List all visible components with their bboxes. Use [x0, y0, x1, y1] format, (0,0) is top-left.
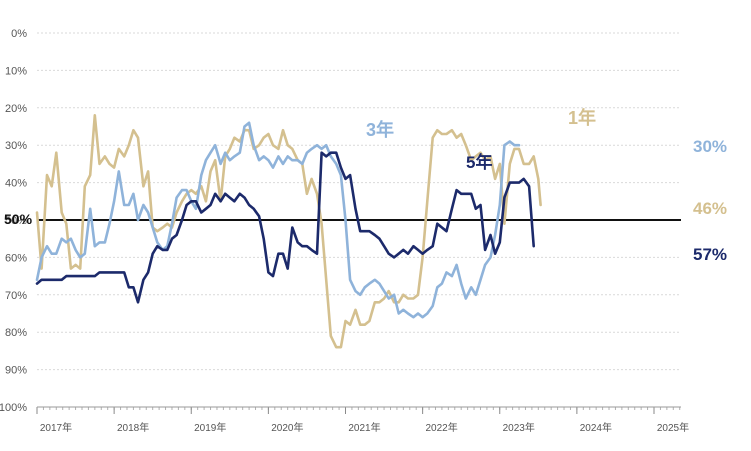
- y-tick-label: 30%: [5, 140, 27, 152]
- x-tick-label: 2021年: [348, 421, 380, 434]
- x-tick-label: 2024年: [580, 421, 612, 434]
- series-name-label: 1年: [568, 107, 596, 128]
- y-tick-label: 60%: [5, 252, 27, 264]
- x-tick-label: 2020年: [271, 421, 303, 434]
- series-end-value-label: 57%: [693, 245, 727, 264]
- y-tick-label: 0%: [11, 28, 27, 40]
- y-tick-label: 80%: [5, 327, 27, 339]
- series-line-5年: [35, 151, 535, 304]
- series-end-value-label: 30%: [693, 137, 727, 156]
- y-tick-label: 100%: [0, 402, 27, 414]
- y-tick-label: 90%: [5, 365, 27, 377]
- x-tick-label: 2017年: [40, 421, 72, 434]
- x-tick-label: 2018年: [117, 421, 149, 434]
- x-tick-label: 2022年: [426, 421, 458, 434]
- series-labels: 1年 46% 3年 30% 5年 57%: [366, 107, 727, 264]
- series-name-label: 5年: [466, 152, 492, 172]
- x-axis-ticks: 2017年 2018年 2019年 2020年 2021年 2022年 2023年 2024年…: [36, 407, 689, 434]
- y-tick-label: 20%: [5, 103, 27, 115]
- x-tick-label: 2023年: [503, 421, 535, 434]
- series-line-1年: [35, 114, 542, 349]
- y-tick-label: 40%: [5, 178, 27, 190]
- y-axis-ticks: 0% 10% 20% 30% 40% 50% 60% 70% 80% 90% 100%: [0, 28, 27, 414]
- y-tick-label: 50%: [5, 215, 27, 227]
- series-lines: [35, 114, 542, 349]
- reference-line-label: 50%: [4, 211, 33, 227]
- x-tick-label: 2019年: [194, 421, 226, 434]
- series-name-label: 3年: [366, 119, 394, 140]
- series-line-3年: [35, 121, 521, 319]
- series-end-value-label: 46%: [693, 199, 727, 218]
- y-tick-label: 70%: [5, 290, 27, 302]
- y-tick-label: 10%: [5, 65, 27, 77]
- x-tick-label: 2025年: [657, 421, 689, 434]
